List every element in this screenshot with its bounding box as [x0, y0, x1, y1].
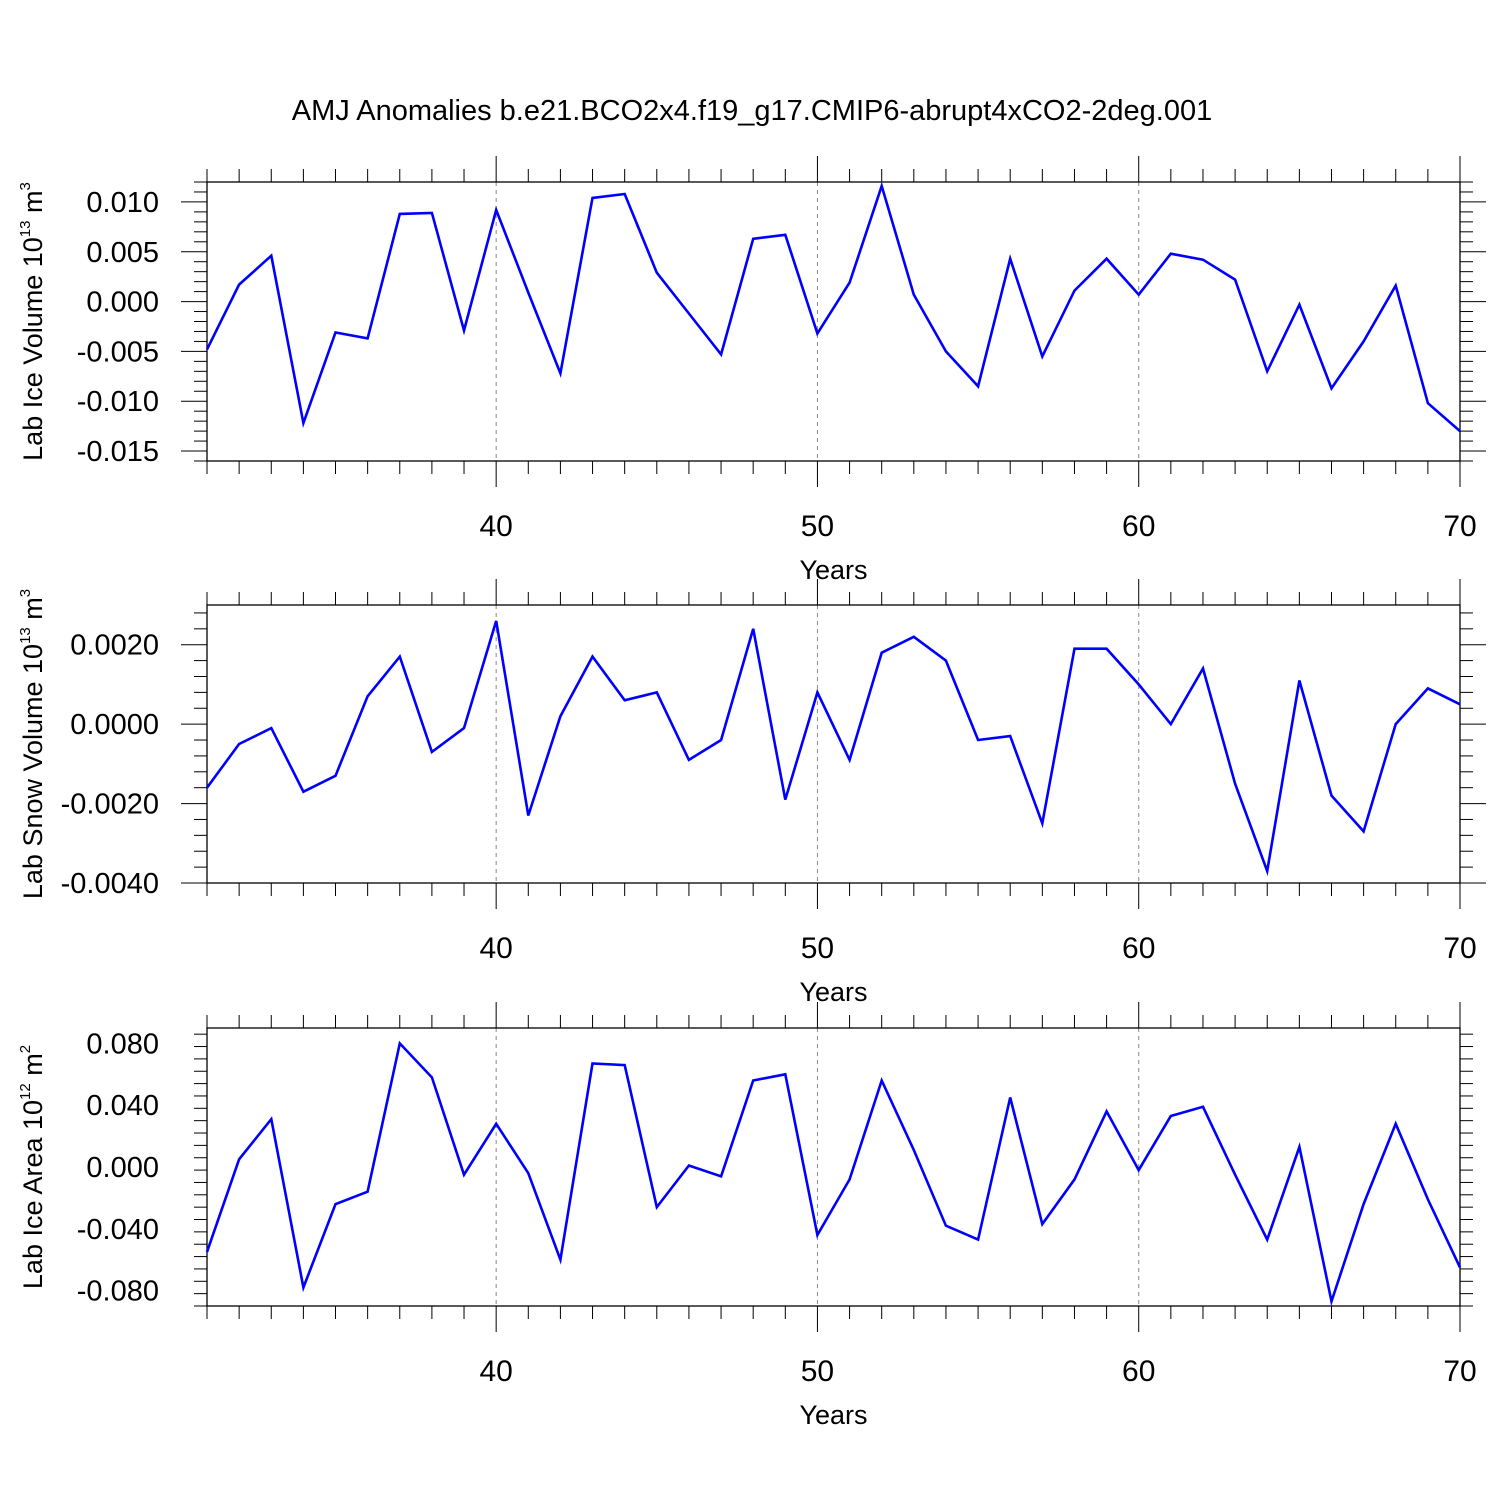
y-axis-label: Lab Ice Area 1012 m2 — [17, 1045, 48, 1289]
y-tick-label: -0.040 — [77, 1214, 159, 1246]
panel-1: -0.015 -0.010 -0.005 0.000 0.005 0.010 40 50 60 7… — [17, 156, 1486, 585]
y-tick-label: -0.080 — [77, 1276, 159, 1308]
x-tick-label: 40 — [479, 510, 512, 543]
plot-frame — [206, 181, 1461, 462]
chart-title: AMJ Anomalies b.e21.BCO2x4.f19_g17.CMIP6… — [292, 95, 1212, 127]
y-axis-label: Lab Snow Volume 1013 m3 — [17, 589, 48, 899]
y-tick-label: 0.040 — [86, 1090, 159, 1122]
y-axis-label: Lab Ice Volume 1013 m3 — [17, 182, 48, 461]
y-tick-label: 0.080 — [86, 1028, 159, 1060]
panels: -0.015 -0.010 -0.005 0.000 0.005 0.010 40 50 60 7… — [17, 156, 1486, 1430]
x-tick-label: 50 — [801, 510, 834, 543]
y-tick-label: 0.0020 — [70, 630, 159, 662]
x-tick-label: 50 — [801, 1355, 834, 1388]
panel-2: -0.0040 -0.0020 0.0000 0.0020 40 50 60 70 Years L… — [17, 579, 1486, 1007]
x-tick-label: 70 — [1443, 1355, 1476, 1388]
y-tick-label: 0.005 — [86, 237, 159, 269]
x-tick-label: 40 — [479, 932, 512, 965]
x-tick-label: 60 — [1122, 932, 1155, 965]
y-tick-label: -0.005 — [77, 336, 159, 368]
x-tick-label: 50 — [801, 932, 834, 965]
y-tick-label: -0.0040 — [61, 868, 159, 900]
x-axis-label: Years — [799, 555, 867, 585]
x-tick-label: 70 — [1443, 510, 1476, 543]
x-tick-label: 60 — [1122, 1355, 1155, 1388]
series-line — [205, 620, 1461, 877]
y-tick-label: 0.010 — [86, 187, 159, 219]
plot-frame — [206, 604, 1461, 884]
x-tick-label: 40 — [479, 1355, 512, 1388]
x-axis-label: Years — [799, 1400, 867, 1430]
y-tick-label: -0.0020 — [61, 789, 159, 821]
plot-frame — [206, 1027, 1461, 1307]
y-tick-label: -0.015 — [77, 436, 159, 468]
y-tick-label: 0.000 — [86, 287, 159, 319]
x-tick-label: 60 — [1122, 510, 1155, 543]
series-line — [205, 1040, 1462, 1307]
panel-3: -0.080 -0.040 0.000 0.040 0.080 40 50 60 70 Years… — [17, 1002, 1477, 1430]
x-axis-label: Years — [799, 977, 867, 1007]
series-line — [205, 181, 1461, 433]
y-tick-label: -0.010 — [77, 386, 159, 418]
x-tick-label: 70 — [1443, 932, 1476, 965]
y-tick-label: 0.0000 — [70, 709, 159, 741]
y-tick-label: 0.000 — [86, 1152, 159, 1184]
